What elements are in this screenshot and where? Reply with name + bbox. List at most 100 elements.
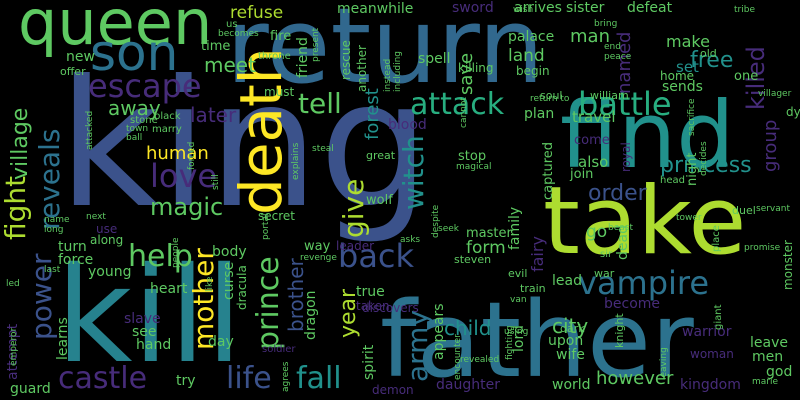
word-marie: marie: [752, 377, 779, 387]
word-wolf: wolf: [366, 193, 393, 208]
word-begin: begin: [516, 64, 550, 78]
word-lead: lead: [552, 273, 582, 289]
word-cannot: cannot: [459, 97, 469, 128]
word-kingdom: kingdom: [680, 377, 741, 393]
word-royal: royal: [619, 142, 633, 172]
word-try: try: [176, 373, 196, 389]
word-force: force: [58, 252, 94, 268]
word-hand: hand: [136, 337, 172, 353]
word-away: away: [108, 96, 161, 120]
word-next: next: [86, 212, 106, 222]
word-old: old: [700, 47, 717, 60]
word-go: go: [586, 222, 608, 242]
word-one: one: [734, 69, 759, 84]
word-soldier: soldier: [262, 344, 296, 355]
word-portal: portal: [261, 213, 271, 240]
word-travel: travel: [572, 108, 616, 126]
word-van: van: [510, 295, 527, 305]
word-leader: leader: [336, 239, 375, 253]
word-prince: prince: [251, 256, 286, 350]
word-like: like: [205, 276, 215, 292]
word-steal: steal: [312, 144, 334, 154]
word-tell: tell: [298, 87, 342, 120]
word-way: way: [304, 239, 331, 254]
word-use: use: [96, 222, 118, 236]
word-however: however: [596, 368, 674, 389]
word-fight: fight: [0, 175, 32, 240]
word-meet: meet: [204, 53, 256, 77]
word-stone: stone: [130, 115, 158, 126]
word-last: last: [44, 265, 61, 275]
word-marry: marry: [152, 124, 182, 135]
word-dragon: dragon: [303, 290, 319, 340]
word-wife: wife: [556, 347, 585, 363]
word-present: present: [311, 27, 321, 62]
word-men: men: [752, 349, 784, 365]
word-sacrifice: sacrifice: [687, 98, 697, 136]
word-home: home: [660, 69, 695, 83]
word-guard: guard: [10, 381, 51, 397]
word-end: end: [604, 42, 621, 52]
word-time: time: [201, 39, 231, 54]
word-leave: leave: [750, 335, 788, 351]
word-sword: sword: [452, 0, 494, 16]
word-throne: throne: [258, 51, 291, 62]
word-name: name: [44, 215, 70, 225]
word-night: night: [685, 152, 700, 186]
word-meanwhile: meanwhile: [337, 1, 414, 17]
word-duel: duel: [732, 204, 756, 217]
word-despite: despite: [431, 204, 441, 238]
word-black: black: [154, 111, 181, 122]
word-child: child: [444, 316, 492, 340]
word-make: make: [666, 32, 710, 51]
word-slave: slave: [124, 311, 161, 327]
word-turn: turn: [58, 239, 87, 255]
word-captured: captured: [541, 141, 556, 200]
word-vampire: vampire: [578, 264, 710, 302]
word-leaving: leaving: [659, 347, 669, 380]
word-revenge: revenge: [300, 253, 337, 263]
word-refuse: refuse: [230, 3, 284, 23]
word-instead: instead: [383, 58, 393, 92]
word-spirit: spirit: [361, 344, 377, 380]
word-dy: dy: [786, 105, 800, 119]
word-sister: sister: [566, 0, 605, 16]
word-place: place: [711, 225, 722, 252]
word-demon: demon: [372, 383, 414, 397]
word-help: help: [128, 239, 193, 274]
word-still: still: [211, 174, 221, 190]
word-human: human: [146, 143, 209, 164]
word-wish: wish: [513, 5, 534, 15]
word-palace: palace: [508, 29, 555, 45]
word-father: father: [380, 279, 694, 400]
word-us: us: [226, 19, 238, 30]
word-attacked: attacked: [85, 110, 95, 150]
word-god: god: [766, 364, 793, 380]
word-upon: upon: [548, 333, 584, 349]
word-emperor: emperor: [9, 327, 19, 366]
word-woman: woman: [690, 347, 734, 361]
word-witch: witch: [397, 135, 430, 210]
word-body: body: [212, 244, 247, 260]
word-kill: kill: [56, 239, 243, 393]
word-day: day: [208, 334, 234, 350]
word-dracula: dracula: [235, 265, 249, 310]
word-daughter: daughter: [436, 377, 500, 393]
word-killing: killing: [458, 61, 494, 75]
word-dark: dark: [560, 322, 585, 335]
word-led: led: [6, 279, 20, 289]
word-group: group: [760, 119, 781, 172]
word-later: later: [190, 103, 237, 127]
word-castle: castle: [58, 361, 148, 396]
word-fall: fall: [296, 361, 342, 396]
word-ball: ball: [126, 133, 143, 143]
word-head: head: [660, 175, 685, 186]
word-learns: learns: [55, 317, 71, 360]
word-offer: offer: [60, 65, 86, 78]
word-using: using: [504, 327, 529, 337]
word-revealed: revealed: [460, 355, 500, 365]
word-peace: peace: [604, 52, 632, 62]
word-forced: forced: [187, 141, 197, 170]
word-steven: steven: [454, 253, 492, 266]
word-taken: taken: [356, 299, 390, 313]
